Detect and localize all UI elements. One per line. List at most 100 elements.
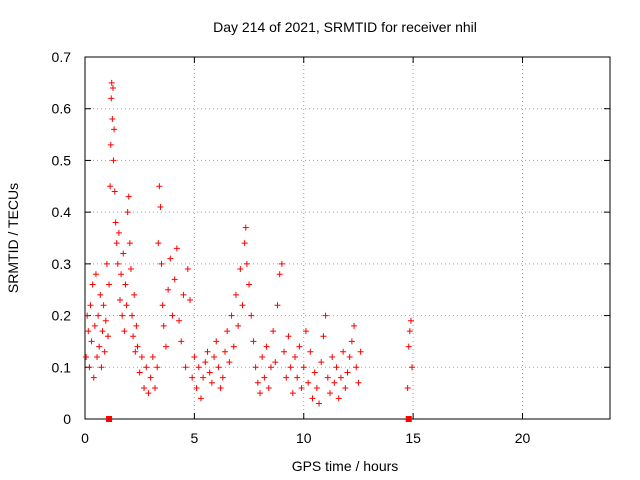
data-point	[89, 281, 96, 288]
data-point	[202, 359, 209, 366]
data-point	[337, 374, 344, 381]
data-point	[107, 141, 114, 148]
y-tick-label: 0.1	[52, 359, 72, 375]
data-point	[94, 353, 101, 360]
data-point	[235, 322, 242, 329]
data-point	[254, 379, 261, 386]
chart-title: Day 214 of 2021, SRMTID for receiver nhi…	[213, 19, 477, 35]
data-point	[197, 395, 204, 402]
data-point	[250, 338, 257, 345]
data-point	[98, 364, 105, 371]
data-point	[108, 79, 115, 86]
data-point	[156, 183, 163, 190]
x-axis-label: GPS time / hours	[292, 458, 399, 474]
x-tick-label: 0	[81, 430, 89, 446]
data-point	[313, 384, 320, 391]
data-point	[96, 343, 103, 350]
data-point	[404, 384, 411, 391]
data-point	[283, 374, 290, 381]
data-point	[248, 312, 255, 319]
data-point	[320, 333, 327, 340]
x-tick-label: 15	[405, 430, 421, 446]
data-point	[351, 322, 358, 329]
data-point	[180, 291, 187, 298]
data-point	[237, 266, 244, 273]
grid-lines	[84, 56, 610, 420]
data-point	[276, 271, 283, 278]
data-point	[307, 348, 314, 355]
data-point	[112, 219, 119, 226]
x-tick-label: 20	[515, 430, 531, 446]
data-point	[329, 353, 336, 360]
y-tick-labels: 0 0.1 0.2 0.3 0.4 0.5 0.6 0.7	[52, 49, 72, 427]
data-point	[85, 328, 92, 335]
data-point	[111, 126, 118, 133]
y-tick-label: 0.7	[52, 49, 72, 65]
data-point	[405, 343, 412, 350]
data-point	[242, 224, 249, 231]
data-point	[200, 374, 207, 381]
data-point	[95, 312, 102, 319]
data-point	[294, 374, 301, 381]
data-point	[357, 348, 364, 355]
data-point	[154, 364, 161, 371]
data-point	[309, 395, 316, 402]
data-point	[86, 364, 93, 371]
data-point	[355, 379, 362, 386]
y-tick-label: 0.2	[52, 308, 72, 324]
data-point	[152, 384, 158, 391]
data-point	[109, 116, 116, 123]
data-point	[145, 390, 152, 397]
data-point	[165, 286, 172, 293]
data-point	[141, 384, 148, 391]
data-point	[182, 364, 189, 371]
data-point	[300, 364, 307, 371]
data-point	[193, 384, 200, 391]
data-point	[131, 291, 138, 298]
data-point	[126, 240, 133, 247]
data-point	[122, 281, 129, 288]
data-point	[292, 353, 298, 360]
data-point	[246, 281, 253, 288]
data-point	[127, 266, 134, 273]
plot-frame	[84, 56, 611, 420]
axis-ticks	[84, 56, 610, 420]
data-point	[346, 353, 353, 360]
data-point	[318, 359, 325, 366]
data-point	[138, 353, 145, 360]
data-point	[84, 312, 91, 319]
data-point	[92, 271, 99, 278]
data-point	[99, 328, 106, 335]
data-point	[147, 374, 154, 381]
data-point	[267, 364, 274, 371]
data-point	[353, 364, 360, 371]
data-point	[97, 291, 104, 298]
data-point	[83, 353, 90, 360]
data-point	[149, 353, 156, 360]
data-point	[333, 364, 340, 371]
data-point	[184, 266, 191, 273]
data-point	[327, 390, 333, 397]
data-point	[113, 240, 120, 247]
data-points	[83, 79, 416, 422]
data-point	[259, 353, 266, 360]
data-point	[241, 240, 248, 247]
data-point	[115, 229, 122, 236]
data-point	[158, 260, 165, 267]
data-point	[302, 328, 309, 335]
data-point	[278, 260, 285, 267]
data-point	[90, 374, 97, 381]
data-point	[263, 343, 270, 350]
data-point	[219, 374, 226, 381]
data-point	[232, 291, 239, 298]
data-point	[121, 328, 128, 335]
y-tick-label: 0.3	[52, 256, 72, 272]
data-point	[87, 302, 94, 309]
data-point	[110, 85, 116, 92]
zero-marker	[405, 416, 412, 422]
data-point	[257, 390, 263, 397]
data-point	[106, 281, 113, 288]
data-point	[136, 369, 143, 376]
data-point	[107, 183, 114, 190]
